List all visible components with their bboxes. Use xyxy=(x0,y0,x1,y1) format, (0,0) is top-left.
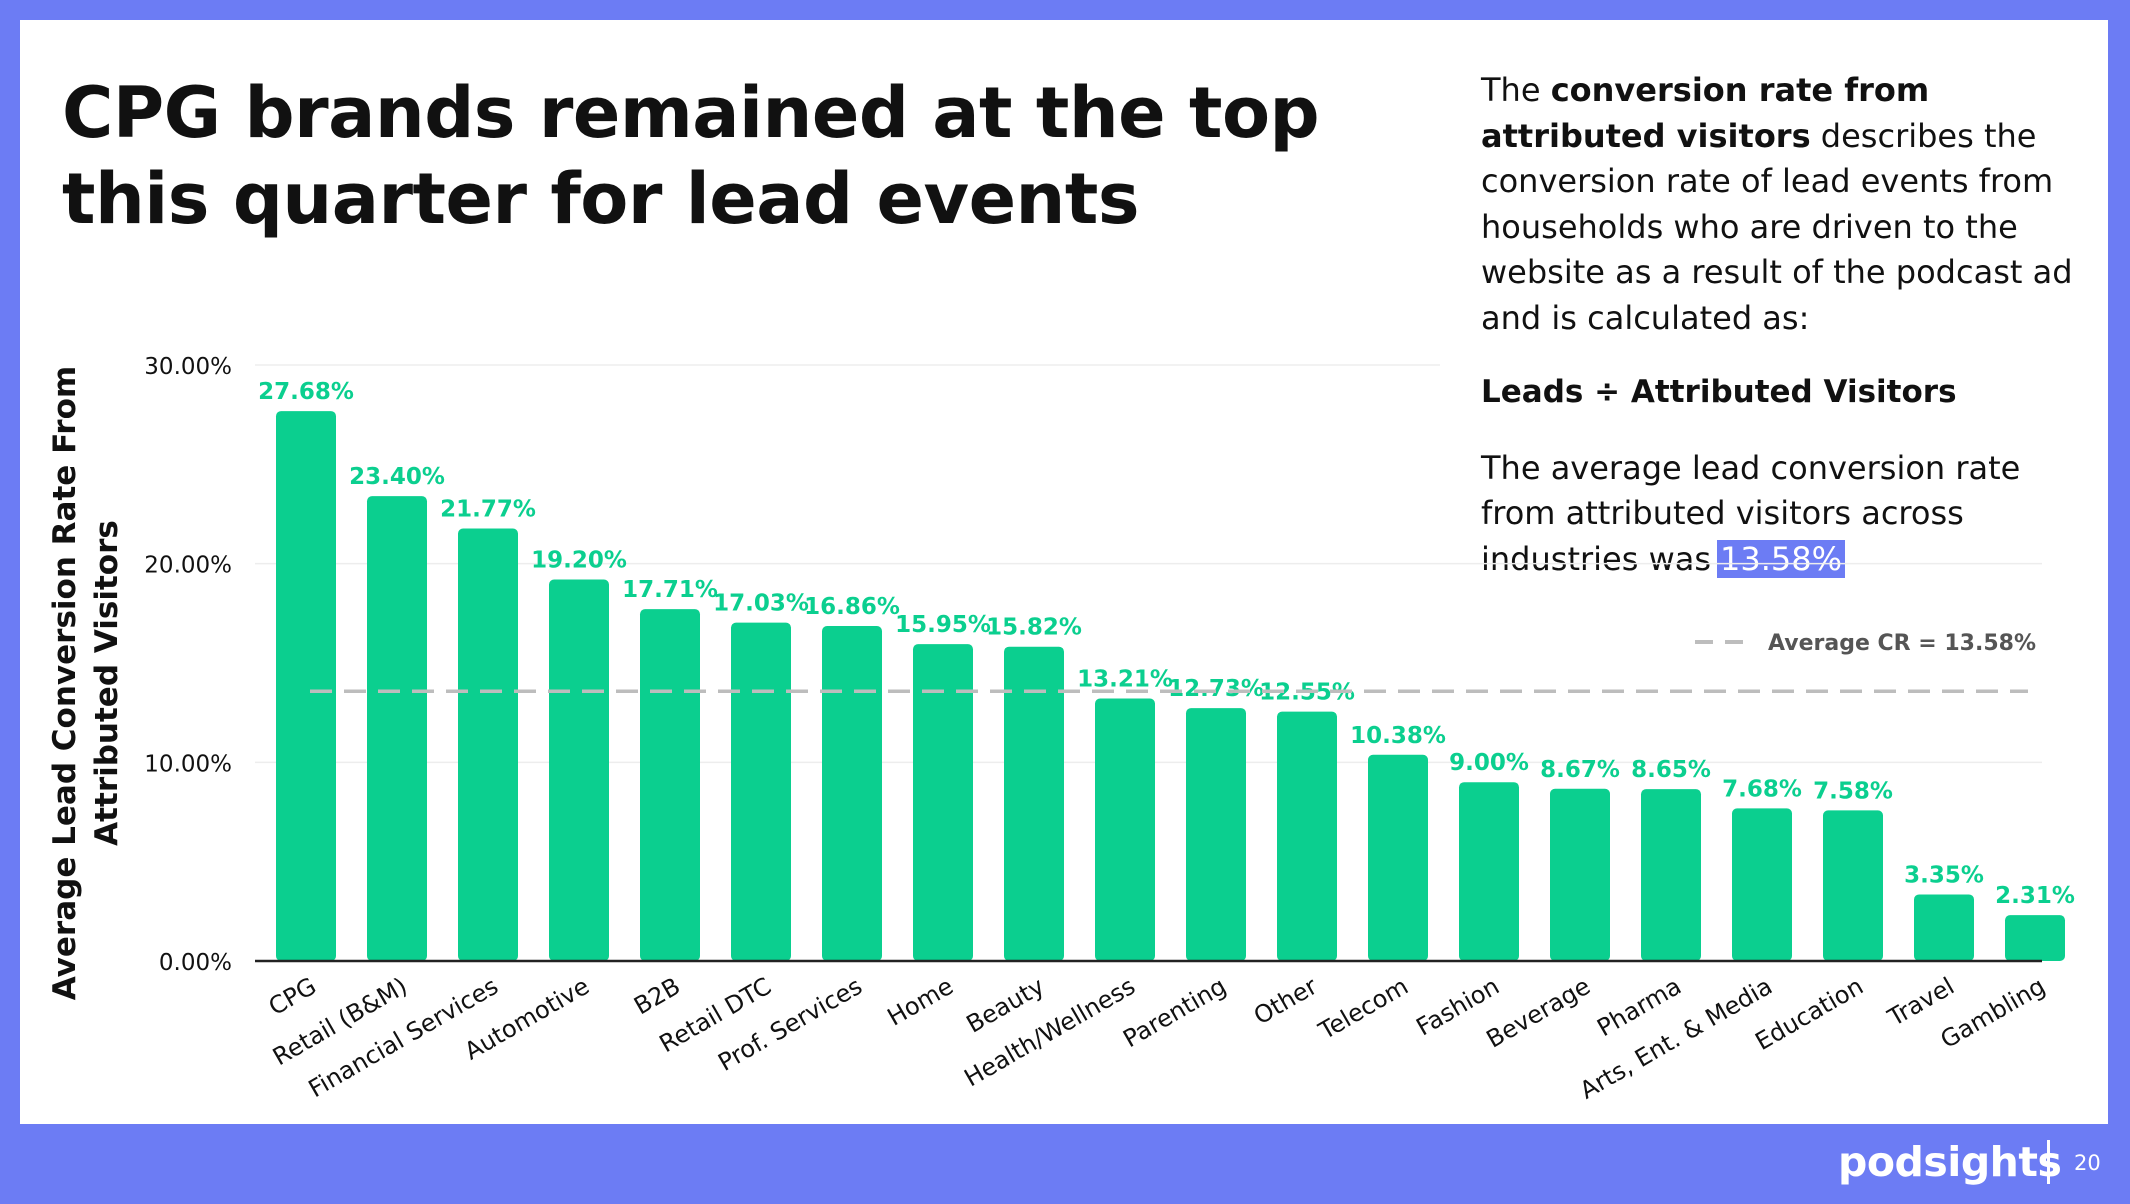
bar xyxy=(1732,808,1792,961)
data-label: 27.68% xyxy=(258,379,354,405)
data-label: 21.77% xyxy=(440,497,536,523)
average-sentence: The average lead conversion rate from at… xyxy=(1481,448,2021,578)
y-axis-title-line-1: Average Lead Conversion Rate From xyxy=(47,366,83,1000)
y-tick-label: 30.00% xyxy=(144,354,232,380)
y-tick-label: 0.00% xyxy=(159,950,232,976)
x-tick-label: Beverage xyxy=(1482,972,1595,1054)
data-label: 10.38% xyxy=(1350,723,1446,749)
bar xyxy=(1095,698,1155,961)
bar xyxy=(458,528,518,961)
x-tick-label: Other xyxy=(1249,972,1322,1030)
data-label: 13.21% xyxy=(1077,667,1173,693)
data-label: 15.82% xyxy=(986,615,1082,641)
data-label: 17.03% xyxy=(713,591,809,617)
bar xyxy=(913,644,973,961)
definition-body: describes the conversion rate of lead ev… xyxy=(1481,116,2073,337)
definition-intro: The xyxy=(1481,71,1551,109)
data-label: 8.67% xyxy=(1540,757,1620,783)
definition-text: The conversion rate from attributed visi… xyxy=(1481,68,2081,341)
data-label: 15.95% xyxy=(895,612,991,638)
bar xyxy=(822,626,882,961)
definition-term: conversion rate from attributed visitors xyxy=(1481,71,1930,155)
x-tick-label: Home xyxy=(883,972,958,1032)
y-axis-title-line-2: Attributed Visitors xyxy=(89,520,125,846)
bar xyxy=(1914,894,1974,961)
page-number: 20 xyxy=(2074,1151,2101,1175)
brand-logo: podsights xyxy=(1838,1138,2062,1186)
bar xyxy=(2005,915,2065,961)
legend-label: Average CR = 13.58% xyxy=(1768,631,2036,656)
data-label: 17.71% xyxy=(622,577,718,603)
bar xyxy=(1550,788,1610,961)
bar xyxy=(1368,754,1428,961)
bar xyxy=(1277,711,1337,961)
y-tick-label: 10.00% xyxy=(144,751,232,777)
data-label: 12.73% xyxy=(1168,676,1264,702)
bar xyxy=(640,609,700,961)
y-tick-label: 20.00% xyxy=(144,553,232,579)
data-label: 23.40% xyxy=(349,464,445,490)
data-label: 19.20% xyxy=(531,548,627,574)
bar xyxy=(1004,646,1064,961)
average-highlight: 13.58% xyxy=(1717,539,1846,578)
footer-divider xyxy=(2047,1140,2050,1184)
x-tick-label: Telecom xyxy=(1313,972,1413,1046)
page-title: CPG brands remained at the top this quar… xyxy=(62,72,1320,240)
formula: Leads ÷ Attributed Visitors xyxy=(1481,374,1957,410)
bar xyxy=(731,622,791,961)
bar xyxy=(549,579,609,961)
data-label: 16.86% xyxy=(804,594,900,620)
bar xyxy=(1186,708,1246,961)
data-label: 3.35% xyxy=(1904,862,1984,888)
definition-panel: The conversion rate from attributed visi… xyxy=(1481,68,2081,582)
data-label: 8.65% xyxy=(1631,757,1711,783)
bar xyxy=(1459,782,1519,961)
bar xyxy=(276,411,336,961)
data-label: 7.68% xyxy=(1722,776,1802,802)
data-label: 9.00% xyxy=(1449,750,1529,776)
x-tick-label: Parenting xyxy=(1118,972,1231,1053)
average-text: The average lead conversion rate from at… xyxy=(1481,446,2081,583)
x-tick-label: Gambling xyxy=(1936,972,2050,1054)
x-tick-label: CPG xyxy=(264,972,321,1021)
bar xyxy=(1641,789,1701,961)
data-label: 7.58% xyxy=(1813,778,1893,804)
data-label: 2.31% xyxy=(1995,883,2075,909)
bar xyxy=(367,496,427,961)
bar xyxy=(1823,810,1883,961)
x-tick-label: B2B xyxy=(629,972,685,1020)
